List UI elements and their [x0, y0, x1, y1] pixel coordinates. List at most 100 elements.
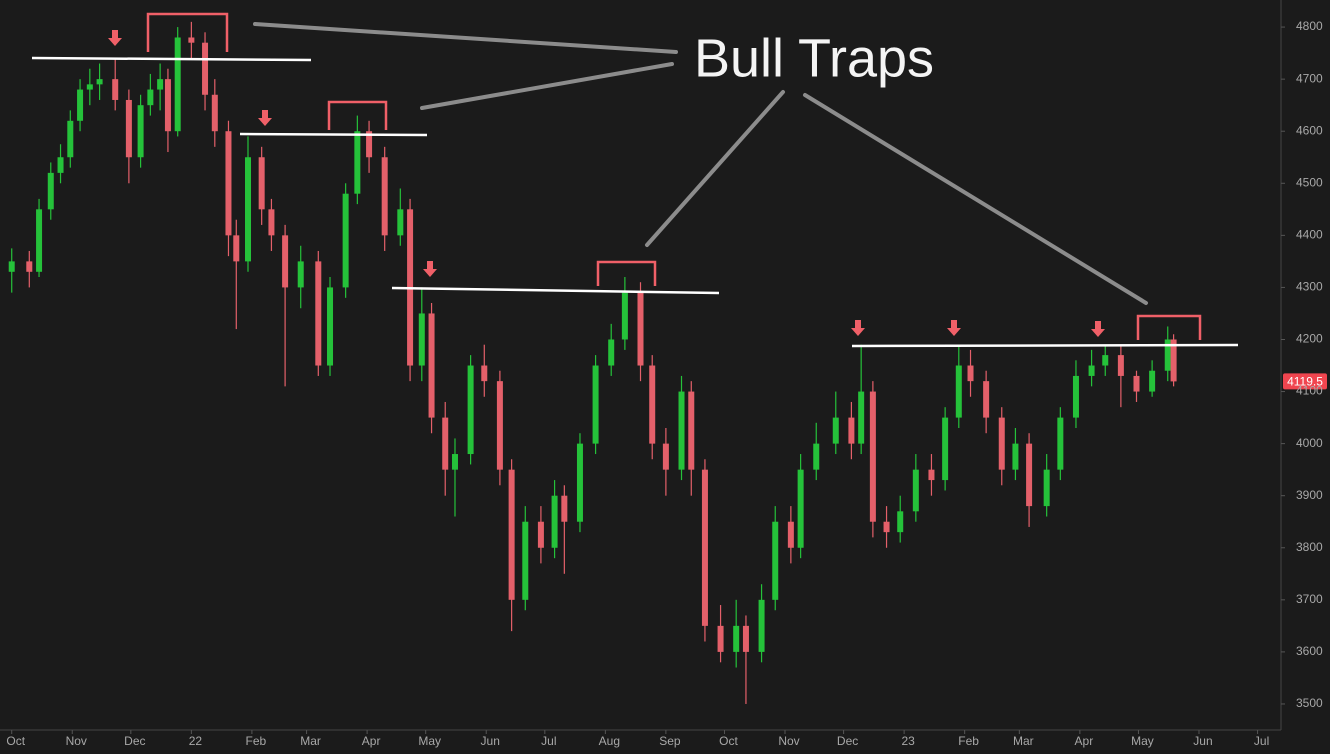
price-tag-box — [1283, 373, 1327, 390]
candle-body — [1102, 355, 1109, 366]
candle-body — [1026, 443, 1033, 507]
candle — [883, 506, 890, 548]
candle-body — [397, 209, 404, 236]
bracket — [146, 12, 229, 52]
y-tick-label: 4400 — [1296, 228, 1323, 242]
y-tick-label: 4700 — [1296, 71, 1323, 85]
candle — [1102, 344, 1109, 376]
x-tick-label: 22 — [189, 734, 203, 748]
candle-body — [164, 79, 171, 132]
candle — [649, 355, 656, 460]
candle — [1026, 433, 1033, 527]
candle — [701, 459, 708, 642]
candle — [869, 381, 876, 538]
candle — [342, 183, 349, 298]
candle-body — [621, 292, 628, 340]
candle — [688, 381, 695, 496]
x-tick-label: Feb — [958, 734, 979, 748]
y-tick-label: 3800 — [1296, 540, 1323, 554]
candle — [897, 495, 904, 543]
x-tick-label: Mar — [1013, 734, 1034, 748]
candle-body — [282, 235, 289, 288]
y-tick-label: 3700 — [1296, 592, 1323, 606]
candle-body — [202, 42, 209, 95]
candle-body — [467, 365, 474, 455]
candle — [561, 485, 568, 574]
candle-body — [496, 381, 503, 470]
candle — [733, 599, 740, 668]
candle — [1170, 334, 1177, 387]
candle — [407, 198, 414, 382]
candle-body — [315, 261, 322, 366]
candle-body — [244, 157, 251, 262]
candle — [998, 407, 1005, 486]
candle — [8, 248, 15, 293]
x-tick-label: Jul — [541, 734, 556, 748]
candle-body — [772, 521, 779, 600]
x-tick-label: Nov — [66, 734, 87, 748]
candle — [451, 438, 458, 517]
candle — [26, 250, 33, 288]
candle — [125, 89, 132, 184]
candle — [244, 136, 251, 272]
candle — [157, 63, 164, 111]
candle — [381, 146, 388, 251]
x-tick-label: Aug — [599, 734, 620, 748]
pointer-line — [645, 90, 785, 247]
candle — [608, 323, 615, 376]
x-tick-label: Apr — [362, 734, 381, 748]
arrow — [423, 261, 437, 277]
candle-body — [297, 261, 304, 288]
candle — [467, 355, 474, 465]
bracket — [1136, 314, 1202, 340]
candle-body — [688, 391, 695, 470]
candle-body — [112, 79, 119, 100]
candle-body — [733, 625, 740, 652]
candle-body — [418, 313, 425, 366]
arrow — [1091, 321, 1105, 337]
candle — [717, 605, 724, 663]
candle-body — [742, 625, 749, 652]
pointer-lines — [253, 22, 1148, 305]
candle-body — [787, 521, 794, 548]
candle-body — [717, 625, 724, 652]
candle-body — [1133, 375, 1140, 392]
candle-body — [551, 495, 558, 548]
candle-body — [211, 94, 218, 132]
candle — [637, 282, 644, 382]
candle — [57, 144, 64, 184]
candle-body — [268, 209, 275, 236]
candle-body — [942, 417, 949, 481]
candle-body — [592, 365, 599, 444]
plot-area — [8, 21, 1177, 704]
y-tick-label: 3600 — [1296, 644, 1323, 658]
candle-body — [813, 443, 820, 470]
candle-body — [57, 157, 64, 173]
candle — [164, 68, 171, 153]
candle — [67, 110, 74, 168]
arrow — [947, 320, 961, 336]
candle-body — [1072, 375, 1079, 418]
y-tick-label: 4600 — [1296, 123, 1323, 137]
candle-body — [869, 391, 876, 522]
x-tick-label: Apr — [1075, 734, 1094, 748]
candle — [77, 79, 84, 132]
candle-body — [225, 131, 232, 236]
candle-body — [47, 172, 54, 210]
candle — [983, 370, 990, 434]
candle-body — [77, 89, 84, 121]
candle — [418, 287, 425, 382]
candle — [496, 370, 503, 486]
candle-body — [955, 365, 962, 418]
candle — [1117, 344, 1124, 408]
arrows — [108, 30, 1105, 337]
bracket — [327, 100, 388, 130]
pointer-line — [253, 22, 678, 54]
x-tick-label: Feb — [246, 734, 267, 748]
candle — [86, 68, 93, 106]
x-tick-label: 23 — [901, 734, 915, 748]
candle-body — [883, 521, 890, 533]
candle — [397, 188, 404, 246]
candle — [537, 506, 544, 564]
candle — [758, 584, 765, 663]
